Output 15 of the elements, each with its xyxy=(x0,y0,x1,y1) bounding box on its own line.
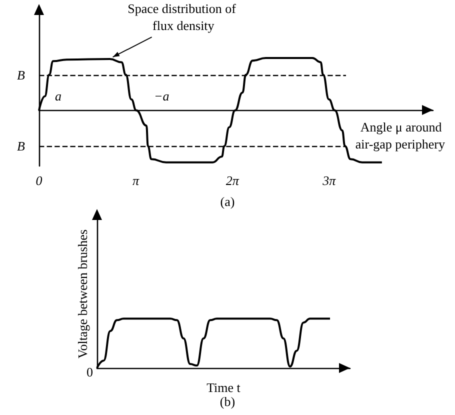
x-tick-label: 3π xyxy=(322,173,336,188)
x-tick-label: 0 xyxy=(36,173,43,188)
annotation: −a xyxy=(154,88,170,104)
x-tick-label: 2π xyxy=(226,173,240,188)
text: (b) xyxy=(220,394,236,409)
y-axis-title: Voltage between brushes xyxy=(75,229,90,359)
x-tick-label: π xyxy=(132,173,140,188)
x-axis-title: Angle μ around air-gap periphery xyxy=(355,119,446,152)
annotation: a xyxy=(55,88,62,104)
ref-line-label: B xyxy=(17,138,26,154)
ref-line-label: B xyxy=(17,67,26,82)
text: (a) xyxy=(220,194,235,209)
x-axis-title: Time t xyxy=(206,380,241,395)
annotation: Space distribution of flux density xyxy=(128,1,237,34)
text: 0 xyxy=(86,364,93,380)
